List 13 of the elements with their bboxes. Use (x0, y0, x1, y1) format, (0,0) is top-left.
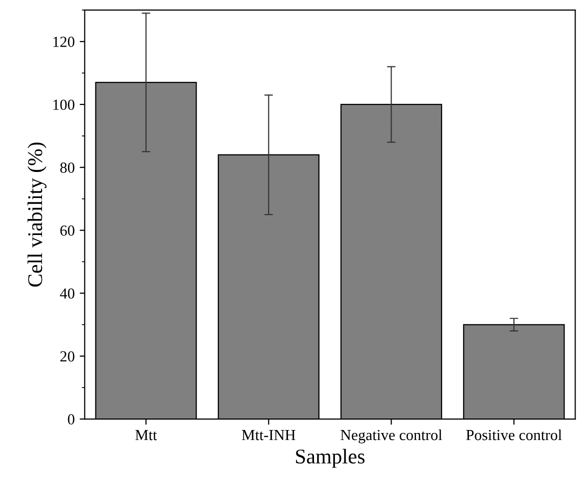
y-tick-label: 20 (60, 351, 74, 362)
x-tick-label: Positive control (466, 429, 562, 440)
y-tick-label: 0 (68, 414, 74, 424)
y-tick-label: 60 (60, 225, 74, 236)
x-axis-title: Samples (296, 448, 365, 468)
y-tick-label: 80 (60, 162, 74, 173)
y-tick-label: 120 (53, 36, 74, 47)
y-tick-label: 40 (60, 288, 74, 299)
x-tick-label: Negative control (340, 429, 442, 444)
x-tick-label: Mtt-INH (242, 430, 296, 440)
y-axis-title: Cell viability (%) (28, 142, 46, 287)
x-tick-label: Mtt (135, 430, 157, 440)
y-tick-label: 100 (53, 100, 74, 110)
